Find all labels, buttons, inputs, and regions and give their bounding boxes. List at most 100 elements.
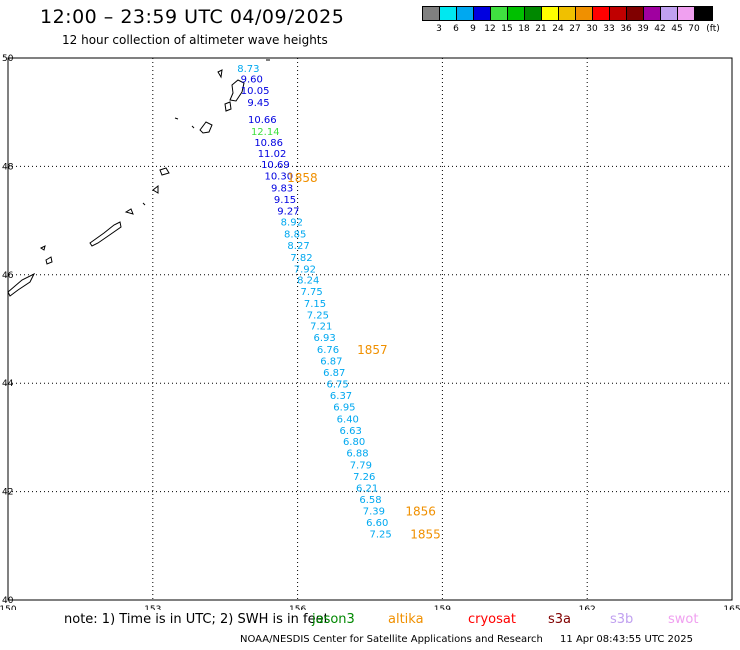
wave-height-value: 7.92 xyxy=(294,264,316,275)
wave-height-value: 7.15 xyxy=(304,299,326,310)
wave-height-value: 6.60 xyxy=(366,518,388,529)
longitude-tick-label: 156 xyxy=(289,605,306,610)
wave-height-value: 6.40 xyxy=(337,414,359,425)
coastline-island xyxy=(174,117,179,120)
scale-label: 18 xyxy=(518,24,530,34)
wave-height-value: 12.14 xyxy=(251,127,280,138)
wave-height-value: 6.87 xyxy=(320,356,342,367)
scale-label: 9 xyxy=(470,24,476,34)
mission-label-cryosat: cryosat xyxy=(468,612,516,627)
wave-height-value: 7.75 xyxy=(300,287,322,298)
scale-swatch xyxy=(525,7,542,20)
wave-height-value: 6.75 xyxy=(327,380,349,391)
mission-label-swot: swot xyxy=(668,612,699,627)
coastline-island xyxy=(159,167,170,176)
scale-swatch xyxy=(661,7,678,20)
scale-label: 15 xyxy=(501,24,513,34)
coastline-island xyxy=(89,221,122,247)
longitude-tick-label: 165 xyxy=(723,605,740,610)
scale-swatch xyxy=(576,7,593,20)
credit-text: NOAA/NESDIS Center for Satellite Applica… xyxy=(240,634,543,645)
wave-height-value: 6.88 xyxy=(346,449,368,460)
wave-height-value: 7.21 xyxy=(310,322,332,333)
coastline-island xyxy=(40,245,46,251)
pass-time-label: 1855 xyxy=(410,527,441,541)
pass-time-label: 1856 xyxy=(405,505,436,519)
latitude-tick-label: 50 xyxy=(2,54,14,64)
longitude-tick-label: 159 xyxy=(434,605,451,610)
wave-height-value: 11.02 xyxy=(258,149,287,160)
footer-note: note: 1) Time is in UTC; 2) SWH is in fe… xyxy=(64,612,329,627)
wave-height-value: 9.15 xyxy=(274,195,296,206)
scale-swatch xyxy=(559,7,576,20)
scale-swatch xyxy=(695,7,712,20)
wave-height-value: 7.79 xyxy=(350,461,372,472)
wave-height-value: 6.95 xyxy=(333,403,355,414)
wave-height-value: 8.27 xyxy=(287,241,309,252)
scale-swatch xyxy=(508,7,525,20)
scale-label: 24 xyxy=(552,24,564,34)
coastline xyxy=(7,59,270,297)
wave-height-value: 6.80 xyxy=(343,437,365,448)
mission-label-s3b: s3b xyxy=(610,612,634,627)
map-grid: 150 153 156 159 162 165 50 48 46 44 42 40 xyxy=(0,54,740,610)
coastline-island xyxy=(217,69,223,79)
mission-label-jason3: jason3 xyxy=(312,612,355,627)
latitude-tick-label: 40 xyxy=(2,596,14,606)
wave-height-value: 7.25 xyxy=(369,529,391,540)
latitude-tick-label: 46 xyxy=(2,271,14,281)
wave-height-value: 7.39 xyxy=(363,507,385,518)
wave-height-value: 10.05 xyxy=(241,86,270,97)
pass-time-label: 1857 xyxy=(357,343,388,357)
wave-height-value: 9.45 xyxy=(247,98,269,109)
map-title: 12:00 – 23:59 UTC 04/09/2025 xyxy=(40,6,345,28)
generated-timestamp: 11 Apr 08:43:55 UTC 2025 xyxy=(560,634,693,645)
mission-label-s3a: s3a xyxy=(548,612,572,627)
wave-height-value: 7.82 xyxy=(290,253,312,264)
color-scale-labels: 3 6 9 12 15 18 21 24 27 30 33 36 39 42 45 70 (ft) xyxy=(422,24,720,36)
wave-height-value: 8.24 xyxy=(297,276,319,287)
scale-label: 45 xyxy=(671,24,683,34)
scale-swatch xyxy=(457,7,474,20)
note-text: note: 1) Time is in UTC; 2) SWH is in fe… xyxy=(64,612,329,627)
credit-line: NOAA/NESDIS Center for Satellite Applica… xyxy=(240,634,693,645)
wave-height-value: 8.73 xyxy=(237,64,259,75)
wave-height-value: 10.66 xyxy=(248,115,277,126)
wave-height-value: 6.76 xyxy=(317,345,339,356)
scale-label: 33 xyxy=(603,24,615,34)
scale-swatch xyxy=(440,7,457,20)
scale-label: 6 xyxy=(453,24,459,34)
wave-height-value: 6.87 xyxy=(323,368,345,379)
wave-height-value: 8.85 xyxy=(284,230,306,241)
wave-height-color-scale: 3 6 9 12 15 18 21 24 27 30 33 36 39 42 45 70 (ft) xyxy=(422,6,720,36)
scale-swatch xyxy=(474,7,491,20)
coastline-island xyxy=(7,272,36,297)
scale-label: 30 xyxy=(586,24,598,34)
scale-swatch xyxy=(491,7,508,20)
wave-height-value: 6.37 xyxy=(330,391,352,402)
longitude-tick-label: 162 xyxy=(579,605,596,610)
wave-height-value: 9.83 xyxy=(271,184,293,195)
wave-height-value: 9.27 xyxy=(277,206,299,217)
scale-label: 39 xyxy=(637,24,649,34)
coastline-island xyxy=(152,184,159,194)
mission-label-altika: altika xyxy=(388,612,424,627)
wave-height-value: 9.60 xyxy=(241,75,263,86)
scale-unit: (ft) xyxy=(706,24,720,34)
wave-height-value: 6.93 xyxy=(313,333,335,344)
coastline-island xyxy=(224,101,232,112)
longitude-tick-label: 150 xyxy=(0,605,17,610)
wave-height-value: 10.69 xyxy=(261,160,290,171)
coastline-island xyxy=(229,79,245,102)
scale-swatch xyxy=(542,7,559,20)
scale-swatch xyxy=(593,7,610,20)
scale-swatch xyxy=(678,7,695,20)
latitude-tick-label: 48 xyxy=(2,162,14,172)
latitude-tick-label: 42 xyxy=(2,488,13,498)
wave-height-value: 6.63 xyxy=(340,426,362,437)
scale-swatch xyxy=(627,7,644,20)
pass-time-label: 1858 xyxy=(287,171,318,185)
scale-swatch xyxy=(644,7,661,20)
altimeter-track: 8.739.6010.059.4510.6612.1410.8611.0210.… xyxy=(237,64,392,541)
